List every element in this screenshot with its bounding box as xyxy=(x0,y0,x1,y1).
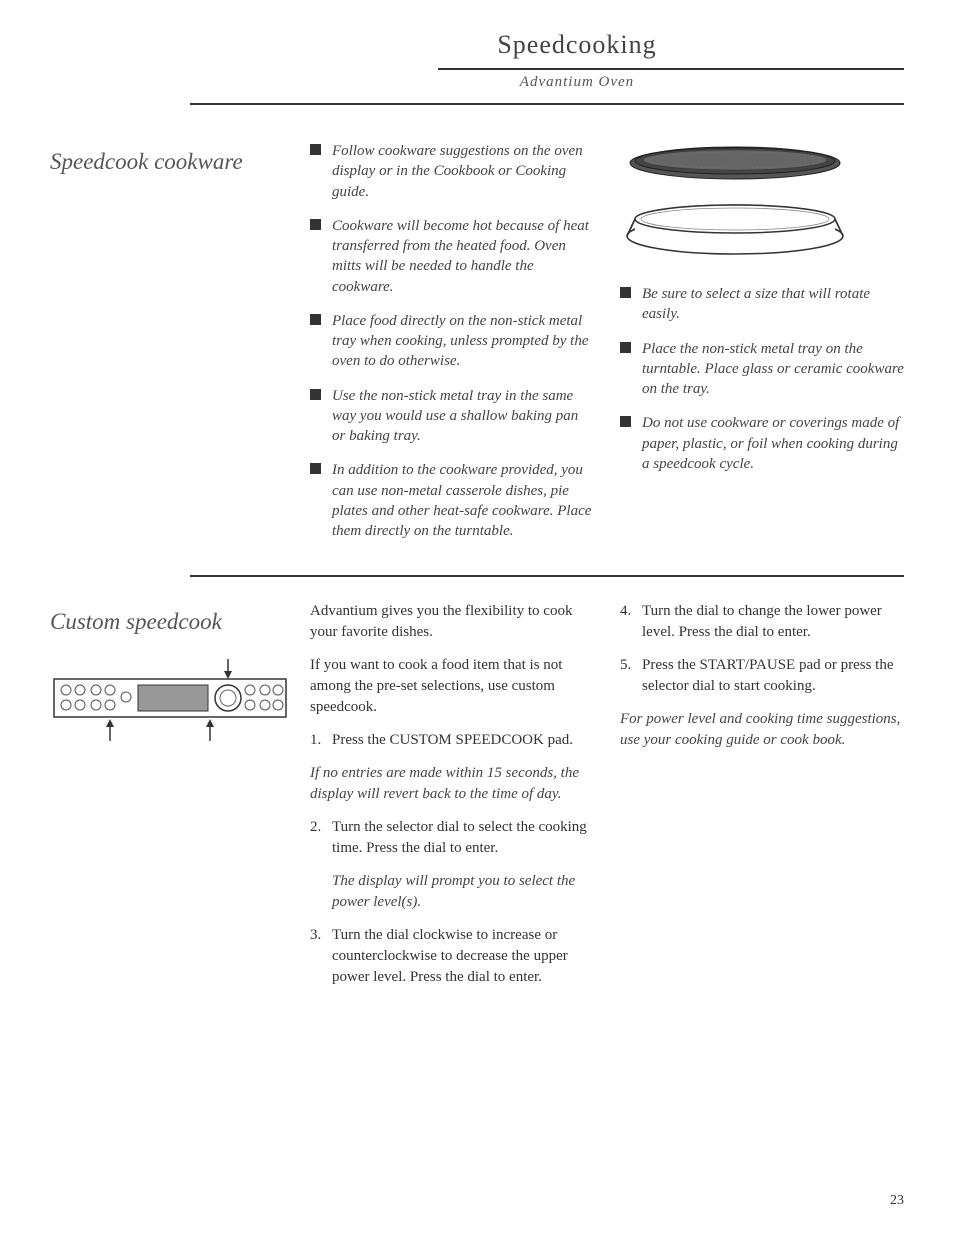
bullet-item: Place food directly on the non-stick met… xyxy=(310,311,594,372)
steps-list-left: 1. Press the CUSTOM SPEEDCOOK pad. xyxy=(310,730,594,751)
page-title: Speedcooking xyxy=(497,30,656,59)
section-heading-custom: Custom speedcook xyxy=(50,601,310,1000)
intro-para: Advantium gives you the flexibility to c… xyxy=(310,601,594,643)
intro-para: If you want to cook a food item that is … xyxy=(310,655,594,718)
step-number: 2. xyxy=(310,817,321,838)
cookware-left-list: Follow cookware suggestions on the oven … xyxy=(310,141,594,541)
steps-list-left-cont: 2. Turn the selector dial to select the c… xyxy=(310,817,594,859)
step-number: 5. xyxy=(620,655,631,676)
bullet-item: Cookware will become hot because of heat… xyxy=(310,216,594,297)
step-text: Turn the selector dial to select the coo… xyxy=(332,819,587,856)
step-number: 3. xyxy=(310,925,321,946)
heading-text: Custom speedcook xyxy=(50,607,310,637)
footer-note: For power level and cooking time suggest… xyxy=(620,709,904,751)
step-number: 1. xyxy=(310,730,321,751)
step-text: Turn the dial to change the lower power … xyxy=(642,603,882,640)
cookware-illustration xyxy=(620,141,904,266)
step-item: 5. Press the START/PAUSE pad or press the… xyxy=(620,655,904,697)
section-divider xyxy=(190,575,904,577)
step-number: 4. xyxy=(620,601,631,622)
section-heading-cookware: Speedcook cookware xyxy=(50,141,310,555)
product-name: Advantium Oven xyxy=(50,74,904,91)
header-rule xyxy=(438,68,904,70)
custom-left-col: Advantium gives you the flexibility to c… xyxy=(310,601,594,1000)
step-text: Turn the dial clockwise to increase or c… xyxy=(332,927,568,985)
step-item: 4. Turn the dial to change the lower powe… xyxy=(620,601,904,643)
bullet-item: Be sure to select a size that will rotat… xyxy=(620,284,904,325)
custom-right-col: 4. Turn the dial to change the lower powe… xyxy=(620,601,904,1000)
step-item: 2. Turn the selector dial to select the c… xyxy=(310,817,594,859)
section-speedcook-cookware: Speedcook cookware Follow cookware sugge… xyxy=(50,141,904,555)
section-body-custom: Advantium gives you the flexibility to c… xyxy=(310,601,904,1000)
page-header: Speedcooking xyxy=(50,30,904,60)
bullet-item: Follow cookware suggestions on the oven … xyxy=(310,141,594,202)
cookware-left-col: Follow cookware suggestions on the oven … xyxy=(310,141,594,555)
bullet-item: Use the non-stick metal tray in the same… xyxy=(310,386,594,447)
step-note: If no entries are made within 15 seconds… xyxy=(310,763,594,805)
bullet-item: Do not use cookware or coverings made of… xyxy=(620,413,904,474)
steps-list-left-cont2: 3. Turn the dial clockwise to increase or… xyxy=(310,925,594,988)
page-number: 23 xyxy=(890,1193,904,1209)
steps-list-right: 4. Turn the dial to change the lower powe… xyxy=(620,601,904,697)
bullet-item: In addition to the cookware provided, yo… xyxy=(310,460,594,541)
step-item: 1. Press the CUSTOM SPEEDCOOK pad. xyxy=(310,730,594,751)
step-text: Press the START/PAUSE pad or press the s… xyxy=(642,657,894,694)
top-section-rule xyxy=(190,103,904,105)
cookware-right-list: Be sure to select a size that will rotat… xyxy=(620,284,904,474)
section-body-cookware: Follow cookware suggestions on the oven … xyxy=(310,141,904,555)
step-text: Press the CUSTOM SPEEDCOOK pad. xyxy=(332,732,573,748)
cookware-right-col: Be sure to select a size that will rotat… xyxy=(620,141,904,555)
step-note: The display will prompt you to select th… xyxy=(310,871,594,913)
step-item: 3. Turn the dial clockwise to increase or… xyxy=(310,925,594,988)
control-panel-illustration xyxy=(50,655,310,753)
bullet-item: Place the non-stick metal tray on the tu… xyxy=(620,339,904,400)
section-custom-speedcook: Custom speedcook xyxy=(50,601,904,1000)
